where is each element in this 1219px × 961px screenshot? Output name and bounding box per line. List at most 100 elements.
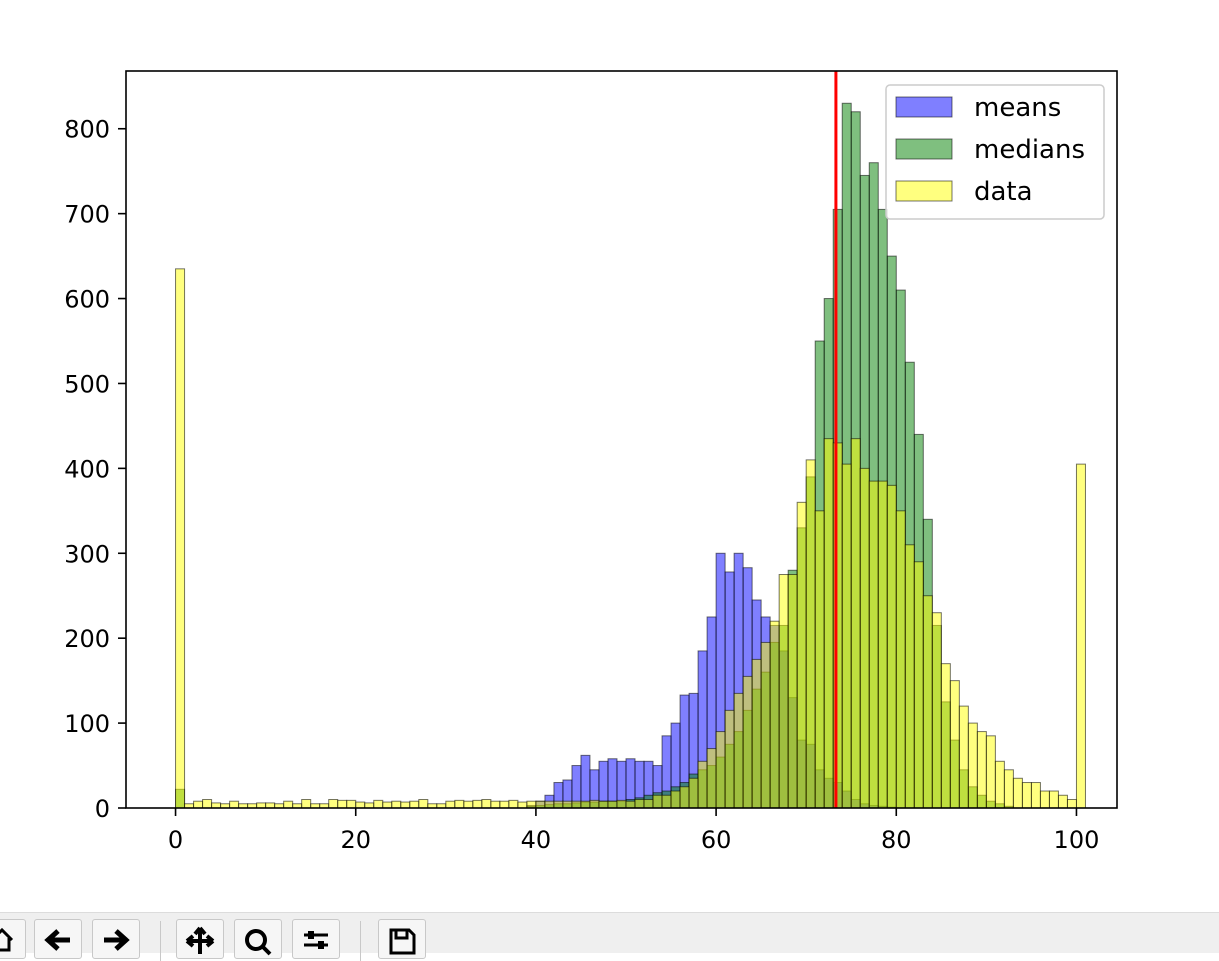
data-bar (481, 799, 492, 809)
data-bar (778, 574, 789, 809)
data-bar (598, 800, 609, 809)
home-button[interactable] (0, 919, 26, 959)
data-bar (958, 705, 969, 809)
data-bar (535, 800, 546, 809)
data-bar (634, 799, 645, 809)
y-tick-label: 200 (64, 625, 110, 653)
data-bar (607, 800, 618, 809)
arrow-right-icon (104, 929, 130, 951)
legend-label: means (974, 93, 1061, 123)
data-bar (229, 800, 240, 809)
configure-subplots-button[interactable] (292, 919, 340, 959)
pan-button[interactable] (176, 919, 224, 959)
data-bar (652, 794, 663, 809)
data-bar (544, 800, 555, 809)
data-bar (706, 748, 717, 809)
legend-label: medians (974, 135, 1085, 165)
x-axis-ticks: 0 20 40 60 80 100 (168, 808, 1099, 854)
data-bar (1012, 777, 1023, 809)
x-tick-label: 80 (881, 826, 912, 854)
x-tick-label: 100 (1054, 826, 1100, 854)
data-bar (940, 663, 951, 809)
data-bar (967, 722, 978, 809)
toolbar-separator (160, 921, 161, 961)
data-bar (688, 777, 699, 809)
y-tick-label: 600 (64, 286, 110, 314)
data-bar (1057, 794, 1068, 809)
data-bar (877, 480, 888, 809)
data-bar (895, 510, 906, 809)
data-bar (346, 799, 357, 809)
data-bar (193, 800, 204, 809)
legend: means medians data (885, 84, 1105, 220)
legend-swatch (895, 180, 953, 202)
data-bar (562, 800, 573, 809)
means-bar (607, 758, 618, 809)
toolbar-separator (360, 921, 361, 961)
move-icon (185, 926, 215, 954)
data-bar (742, 675, 753, 809)
x-tick-label: 0 (168, 826, 183, 854)
y-tick-label: 700 (64, 201, 110, 229)
data-bar (859, 467, 870, 809)
data-bar (949, 680, 960, 809)
data-bar (643, 799, 654, 809)
data-bar (841, 463, 852, 809)
data-bar (571, 800, 582, 809)
data-bar (751, 658, 762, 809)
back-button[interactable] (34, 919, 82, 959)
data-bar (337, 799, 348, 809)
data-bar (913, 561, 924, 809)
data-bar (409, 800, 420, 809)
data-bar (499, 800, 510, 809)
data-bar (823, 438, 834, 809)
data-bar (796, 501, 807, 809)
data-bar (1021, 782, 1032, 809)
forward-button[interactable] (92, 919, 140, 959)
data-bar (175, 268, 186, 809)
legend-swatch (895, 96, 953, 118)
data-bar (805, 459, 816, 809)
legend-label: data (974, 177, 1033, 207)
data-bar (1048, 790, 1059, 809)
data-bar (994, 760, 1005, 809)
x-tick-label: 20 (340, 826, 371, 854)
data-bar (904, 544, 915, 809)
data-bar (661, 794, 672, 809)
data-bar (355, 801, 366, 809)
data-bar (760, 641, 771, 809)
data-bar (580, 800, 591, 809)
y-tick-label: 800 (64, 116, 110, 144)
data-bar (373, 799, 384, 809)
data-bar (553, 800, 564, 809)
legend-swatch (895, 138, 953, 160)
data-bar (787, 574, 798, 809)
data-bar (1039, 790, 1050, 809)
data-bar (1075, 463, 1086, 809)
data-bar (517, 801, 528, 809)
data-bar (526, 800, 537, 809)
data-bar (508, 799, 519, 809)
floppy-disk-icon (389, 928, 416, 955)
save-button[interactable] (378, 919, 426, 959)
data-bar (733, 692, 744, 809)
data-bar (328, 799, 339, 809)
means-bar (580, 754, 591, 809)
data-bar (976, 731, 987, 809)
data-bar (418, 799, 429, 809)
data-bar (625, 800, 636, 809)
data-bar (697, 760, 708, 809)
zoom-button[interactable] (234, 919, 282, 959)
data-bar (814, 510, 825, 809)
data-bar (679, 786, 690, 809)
data-bar (850, 438, 861, 809)
data-bar (400, 801, 411, 809)
data-bar (769, 620, 780, 809)
data-bar (472, 799, 483, 809)
y-tick-label: 100 (64, 710, 110, 738)
y-tick-label: 0 (95, 795, 110, 823)
data-bar (922, 595, 933, 809)
data-bar (724, 709, 735, 809)
data-bar (382, 801, 393, 809)
data-bar (670, 790, 681, 809)
